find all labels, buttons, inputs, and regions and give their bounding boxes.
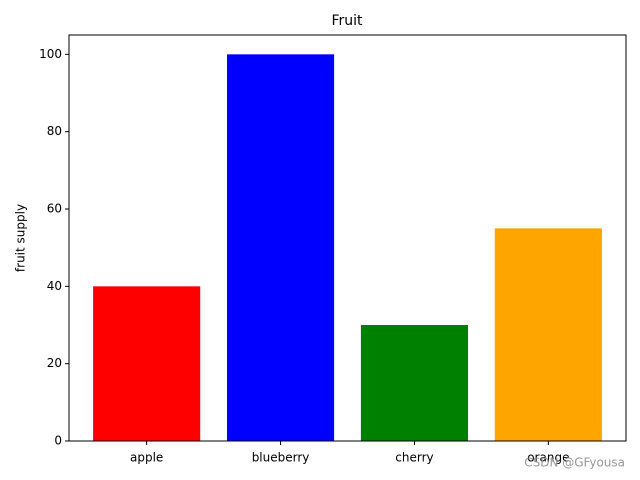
bar [360,325,469,441]
plot-frame [68,34,627,442]
x-tick-label: blueberry [252,451,310,465]
x-tick-label: apple [130,451,163,465]
y-tick-label: 40 [47,279,62,293]
y-axis-label: fruit supply [14,204,28,272]
y-tick-label: 0 [54,434,62,448]
watermark: CSDN @GFyousa [524,456,625,470]
y-tick-label: 60 [47,202,62,216]
chart-title: Fruit [331,13,363,29]
bar [226,54,335,441]
x-tick-label: cherry [395,451,433,465]
bar [93,286,201,441]
x-tick-label: orange [527,451,569,465]
y-tick-label: 20 [47,356,62,370]
y-tick-label: 80 [47,124,62,138]
bar [494,228,602,441]
y-tick-label: 100 [39,47,62,61]
